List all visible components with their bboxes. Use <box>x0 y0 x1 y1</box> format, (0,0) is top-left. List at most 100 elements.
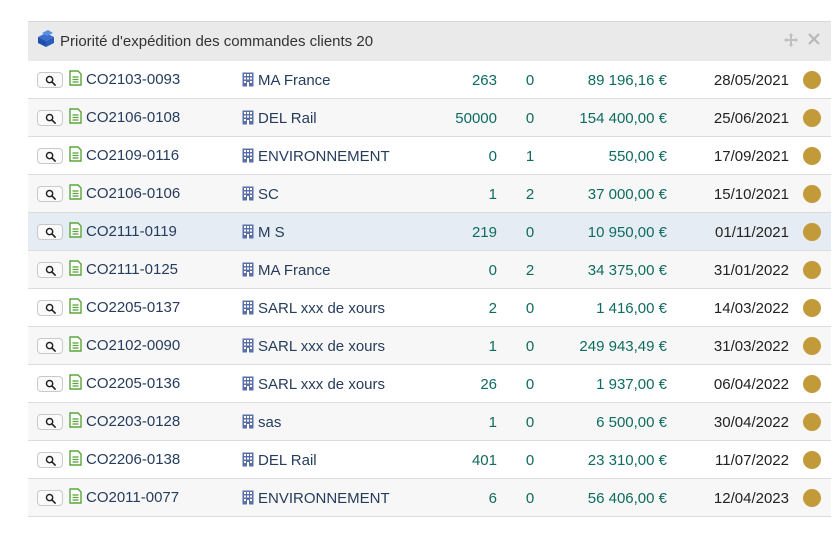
order-ref-link[interactable]: CO2203-0128 <box>86 413 181 430</box>
amount-value: 1 416,00 € <box>596 300 667 317</box>
client-link[interactable]: SARL xxx de xours <box>258 376 385 393</box>
move-icon[interactable] <box>783 32 799 48</box>
date-value: 30/04/2022 <box>713 414 789 431</box>
client-link[interactable]: MA France <box>258 262 331 279</box>
date-value: 31/03/2022 <box>713 338 789 355</box>
status-dot <box>803 337 821 355</box>
preview-button[interactable] <box>37 148 63 164</box>
table-row: CO2106-0108 DEL Rail 50000 0 154 400,00 … <box>28 99 831 137</box>
table-row: CO2206-0138 DEL Rail 401 0 23 310,00 € 1… <box>28 441 831 479</box>
document-icon <box>69 184 82 200</box>
status-dot <box>803 451 821 469</box>
preview-button[interactable] <box>37 224 63 240</box>
preview-button[interactable] <box>37 338 63 354</box>
building-icon <box>242 110 254 125</box>
client-link[interactable]: SC <box>258 186 279 203</box>
preview-button[interactable] <box>37 376 63 392</box>
amount-value: 34 375,00 € <box>587 262 667 279</box>
table-row: CO2109-0116 ENVIRONNEMENT 0 1 550,00 € 1… <box>28 137 831 175</box>
document-icon <box>69 146 82 162</box>
magnifier-icon <box>45 265 56 276</box>
date-value: 28/05/2021 <box>713 72 789 89</box>
qty2-value: 2 <box>525 262 535 279</box>
magnifier-icon <box>45 417 56 428</box>
building-icon <box>242 490 254 505</box>
order-ref-link[interactable]: CO2103-0093 <box>86 71 181 88</box>
preview-button[interactable] <box>37 300 63 316</box>
qty2-value: 1 <box>525 148 535 165</box>
table-row: CO2111-0119 M S 219 0 10 950,00 € 01/11/… <box>28 213 831 251</box>
table-row: CO2205-0137 SARL xxx de xours 2 0 1 416,… <box>28 289 831 327</box>
qty2-value: 0 <box>525 490 535 507</box>
client-link[interactable]: DEL Rail <box>258 452 317 469</box>
preview-button[interactable] <box>37 262 63 278</box>
date-value: 17/09/2021 <box>713 148 789 165</box>
building-icon <box>242 414 254 429</box>
preview-button[interactable] <box>37 72 63 88</box>
qty-value: 26 <box>480 376 497 393</box>
amount-value: 56 406,00 € <box>587 490 667 507</box>
amount-value: 23 310,00 € <box>587 452 667 469</box>
amount-value: 249 943,49 € <box>579 338 667 355</box>
order-ref-link[interactable]: CO2106-0108 <box>86 109 181 126</box>
order-ref-link[interactable]: CO2111-0125 <box>86 261 179 278</box>
status-dot <box>803 223 821 241</box>
orders-list: CO2103-0093 MA France 263 0 89 196,16 € … <box>28 61 831 517</box>
preview-button[interactable] <box>37 186 63 202</box>
building-icon <box>242 452 254 467</box>
qty2-value: 0 <box>525 452 535 469</box>
document-icon <box>69 488 82 504</box>
amount-value: 37 000,00 € <box>587 186 667 203</box>
date-value: 14/03/2022 <box>713 300 789 317</box>
order-ref-link[interactable]: CO2109-0116 <box>86 147 180 164</box>
date-value: 31/01/2022 <box>713 262 789 279</box>
building-icon <box>242 148 254 163</box>
magnifier-icon <box>45 227 56 238</box>
client-link[interactable]: M S <box>258 224 285 241</box>
order-ref-link[interactable]: CO2206-0138 <box>86 451 181 468</box>
widget-header: Priorité d'expédition des commandes clie… <box>28 21 831 61</box>
magnifier-icon <box>45 189 56 200</box>
client-link[interactable]: SARL xxx de xours <box>258 338 385 355</box>
table-row: CO2203-0128 sas 1 0 6 500,00 € 30/04/202… <box>28 403 831 441</box>
client-link[interactable]: SARL xxx de xours <box>258 300 385 317</box>
status-dot <box>803 413 821 431</box>
order-ref-link[interactable]: CO2205-0137 <box>86 299 181 316</box>
amount-value: 89 196,16 € <box>587 72 667 89</box>
status-dot <box>803 109 821 127</box>
client-link[interactable]: ENVIRONNEMENT <box>258 148 390 165</box>
preview-button[interactable] <box>37 452 63 468</box>
qty2-value: 0 <box>525 110 535 127</box>
order-ref-link[interactable]: CO2106-0106 <box>86 185 181 202</box>
client-link[interactable]: MA France <box>258 72 331 89</box>
document-icon <box>69 108 82 124</box>
client-link[interactable]: sas <box>258 414 282 431</box>
status-dot <box>803 261 821 279</box>
building-icon <box>242 72 254 87</box>
qty2-value: 0 <box>525 300 535 317</box>
document-icon <box>69 70 82 86</box>
document-icon <box>69 450 82 466</box>
document-icon <box>69 260 82 276</box>
amount-value: 6 500,00 € <box>596 414 667 431</box>
magnifier-icon <box>45 455 56 466</box>
document-icon <box>69 336 82 352</box>
building-icon <box>242 262 254 277</box>
qty-value: 50000 <box>455 110 497 127</box>
preview-button[interactable] <box>37 110 63 126</box>
magnifier-icon <box>45 303 56 314</box>
widget-title: Priorité d'expédition des commandes clie… <box>60 33 374 50</box>
order-ref-link[interactable]: CO2111-0119 <box>86 223 177 240</box>
magnifier-icon <box>45 113 56 124</box>
order-ref-link[interactable]: CO2102-0090 <box>86 337 181 354</box>
date-value: 15/10/2021 <box>713 186 789 203</box>
preview-button[interactable] <box>37 414 63 430</box>
date-value: 01/11/2021 <box>715 224 789 241</box>
box-stack-icon <box>38 29 54 47</box>
client-link[interactable]: ENVIRONNEMENT <box>258 490 390 507</box>
preview-button[interactable] <box>37 490 63 506</box>
order-ref-link[interactable]: CO2011-0077 <box>86 489 180 506</box>
close-icon[interactable] <box>807 32 823 48</box>
client-link[interactable]: DEL Rail <box>258 110 317 127</box>
order-ref-link[interactable]: CO2205-0136 <box>86 375 181 392</box>
